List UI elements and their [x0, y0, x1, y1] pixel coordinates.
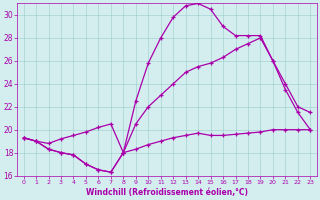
X-axis label: Windchill (Refroidissement éolien,°C): Windchill (Refroidissement éolien,°C) [86, 188, 248, 197]
